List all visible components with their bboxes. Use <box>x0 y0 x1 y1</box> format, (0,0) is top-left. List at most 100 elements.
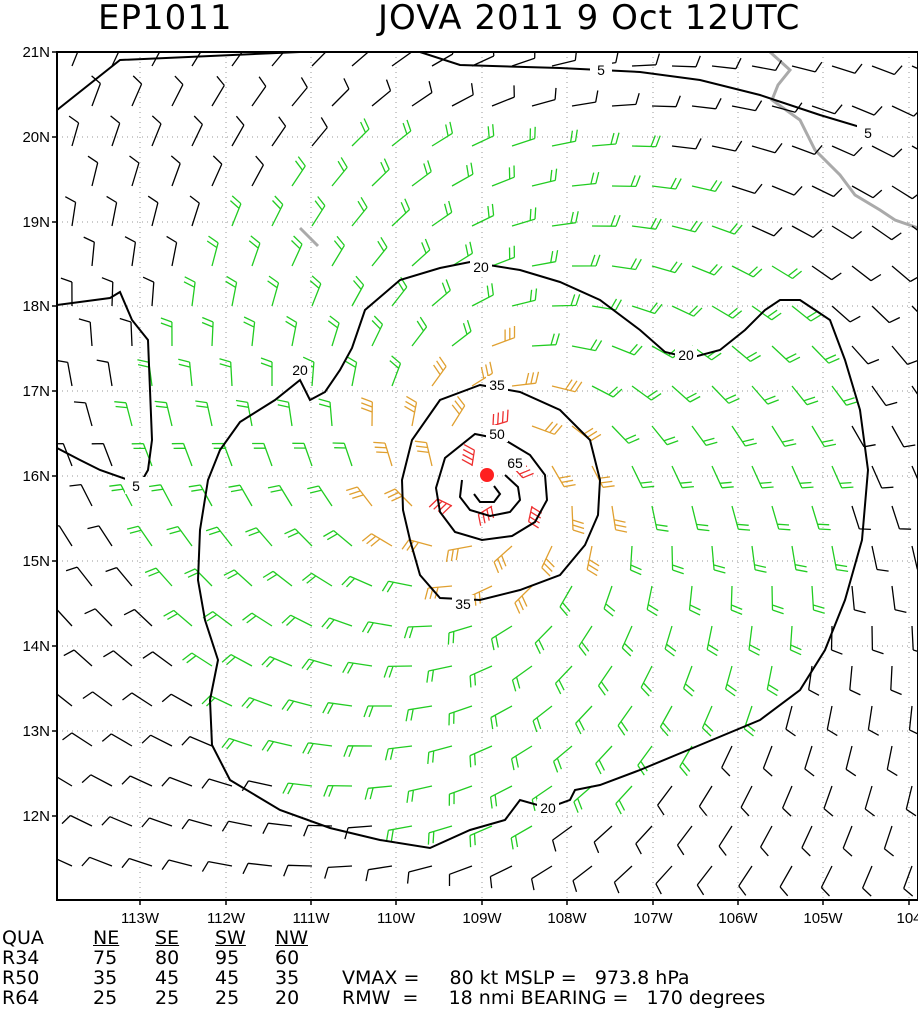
wind-barb <box>657 785 673 816</box>
wind-barb <box>323 784 353 797</box>
wind-barb <box>631 385 662 401</box>
wind-barb <box>911 625 918 653</box>
wind-barb <box>551 52 577 67</box>
wind-barb <box>791 545 808 573</box>
wind-barb <box>871 65 903 76</box>
wind-barb <box>711 465 734 489</box>
wind-barb <box>891 105 918 117</box>
wind-barb <box>591 214 621 227</box>
wind-barb <box>82 691 113 707</box>
wind-barb <box>142 276 155 307</box>
wind-barb <box>791 225 823 238</box>
wind-barb <box>731 505 751 531</box>
wind-barb <box>573 785 593 813</box>
wind-barb <box>469 665 493 688</box>
lon-label: 106W <box>718 910 758 927</box>
wind-barb <box>311 52 327 67</box>
wind-barb <box>471 283 494 307</box>
wind-barb <box>651 505 669 532</box>
wind-barb <box>554 665 573 695</box>
wind-barb <box>808 665 820 696</box>
wind-barb <box>201 695 233 707</box>
wind-barb <box>591 385 623 398</box>
contour-50 <box>434 432 549 542</box>
wind-barb <box>651 95 681 108</box>
wind-barb <box>811 345 840 364</box>
wind-barb <box>96 359 113 387</box>
wind-barb <box>331 157 348 187</box>
wind-barb <box>431 121 454 147</box>
wind-barb <box>762 745 773 777</box>
wind-barb <box>571 505 585 535</box>
wind-barb <box>170 155 181 187</box>
wind-barb <box>124 236 137 267</box>
wind-barb <box>571 90 599 107</box>
wind-barb <box>593 825 613 854</box>
wind-barb <box>891 505 912 530</box>
wind-barb <box>87 525 113 547</box>
wind-barb <box>469 825 493 848</box>
contour-label: 5 <box>132 478 140 494</box>
row-r64-ne: 25 <box>93 987 118 1009</box>
wind-barb <box>201 860 233 872</box>
wind-barb <box>166 525 193 547</box>
wind-barb <box>166 235 178 267</box>
wind-barb <box>411 238 431 267</box>
wind-barb <box>591 132 620 147</box>
wind-barb <box>384 488 413 507</box>
wind-barb <box>283 864 313 877</box>
wind-barb <box>267 484 293 507</box>
wind-barb <box>586 545 600 577</box>
wind-barb <box>751 545 767 573</box>
wind-barb <box>231 52 243 67</box>
wind-barb <box>451 241 474 267</box>
wind-barb <box>691 425 718 447</box>
wind-barb <box>534 625 553 654</box>
wind-barb <box>595 745 613 775</box>
wind-barb <box>81 856 113 867</box>
wind-barb <box>61 814 93 827</box>
wind-barb <box>160 317 173 347</box>
lat-label: 13N <box>22 723 50 740</box>
wind-barb <box>760 825 773 857</box>
wind-barb <box>81 774 113 787</box>
wind-barb <box>303 824 333 837</box>
wind-barb <box>109 484 133 507</box>
table-header-ne: NE <box>93 927 120 949</box>
wind-barb <box>851 425 876 448</box>
lon-label: 105W <box>803 910 843 927</box>
wind-barb <box>531 421 563 435</box>
wind-barb <box>782 785 793 817</box>
wind-barb <box>823 785 834 817</box>
wind-barb <box>469 745 493 768</box>
wind-barb <box>611 425 640 444</box>
wind-barb <box>640 665 653 697</box>
wind-barb <box>477 505 495 526</box>
wind-barb <box>911 465 918 482</box>
storm-info-title: JOVA 2011 9 Oct 12UTC <box>378 0 801 38</box>
wind-barb <box>64 196 77 227</box>
wind-barb <box>831 305 861 323</box>
wind-barb <box>491 409 509 427</box>
wind-barb <box>101 816 133 827</box>
row-r34-name: R34 <box>2 947 40 969</box>
wind-barb <box>671 305 703 317</box>
wind-barb <box>154 400 173 427</box>
wind-barb <box>131 75 143 107</box>
row-r64-sw: 25 <box>215 987 240 1009</box>
wind-barb <box>147 195 159 227</box>
lat-label: 21N <box>22 44 50 61</box>
wind-barb <box>414 440 433 467</box>
wind-barb <box>111 52 120 67</box>
wind-barb <box>271 116 287 147</box>
wind-barb <box>123 608 153 627</box>
vmax-mslp-readout: VMAX = 80 kt MSLP = 973.8 hPa <box>342 967 690 989</box>
contour-label: 20 <box>473 259 489 275</box>
wind-barb <box>743 705 756 737</box>
wind-barb <box>221 820 253 832</box>
wind-barb <box>771 345 801 363</box>
wind-barb <box>195 400 213 427</box>
lat-label: 15N <box>22 553 50 570</box>
lat-label: 12N <box>22 808 50 825</box>
wind-barb <box>531 333 560 347</box>
